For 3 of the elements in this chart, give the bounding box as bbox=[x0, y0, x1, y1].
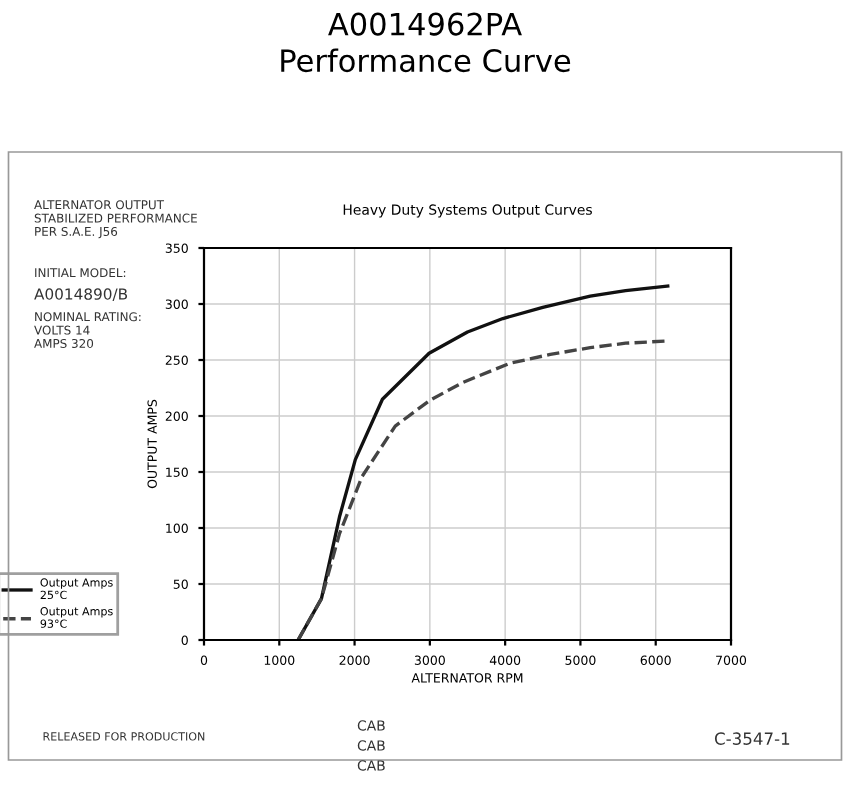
chart-title: A0014962PA Performance Curve bbox=[281, 12, 571, 73]
line-series bbox=[296, 339, 670, 640]
text: C-3547-1 bbox=[714, 732, 790, 745]
